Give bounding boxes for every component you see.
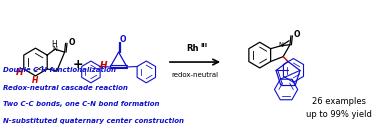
Text: H: H [51,40,57,49]
Text: O: O [294,30,301,39]
Text: O: O [119,35,126,44]
Text: +: + [73,57,83,70]
Text: 26 examples: 26 examples [312,97,366,106]
Text: up to 99% yield: up to 99% yield [306,110,372,119]
Text: III: III [200,43,207,48]
Text: N-substituted quaternary center construction: N-substituted quaternary center construc… [3,118,184,124]
Text: H: H [32,76,39,85]
Text: Rh: Rh [186,44,198,53]
Text: N: N [279,42,284,48]
Text: O: O [68,38,75,47]
Text: Two C-C bonds, one C-N bond formation: Two C-C bonds, one C-N bond formation [3,101,159,107]
Text: H: H [16,68,24,77]
Text: redox-neutral: redox-neutral [171,72,218,78]
Text: Redox-neutral cascade reaction: Redox-neutral cascade reaction [3,85,127,91]
Text: N: N [53,46,57,52]
Text: H: H [100,61,107,70]
Text: Double C-H functionalization: Double C-H functionalization [3,67,116,73]
